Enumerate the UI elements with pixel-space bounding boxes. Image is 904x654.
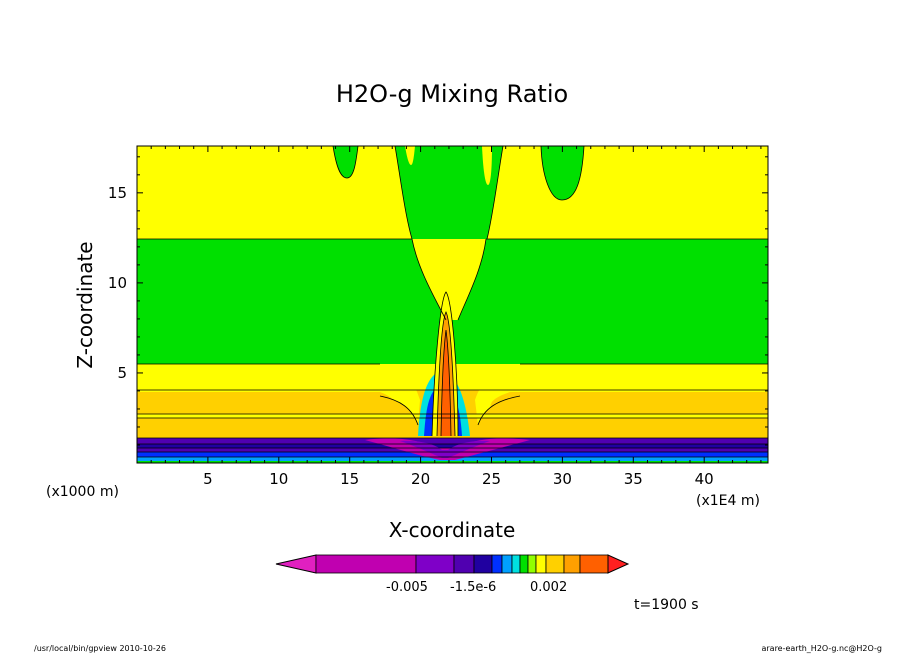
- plot-frame: [136, 145, 769, 464]
- colorbar-swatch: [579, 554, 609, 574]
- colorbar-swatch: [473, 554, 493, 574]
- chart-title: H2O-g Mixing Ratio: [336, 80, 568, 108]
- colorbar-swatch: [563, 554, 581, 574]
- colorbar-swatch: [545, 554, 565, 574]
- colorbar-swatch: [453, 554, 475, 574]
- x-tick-label: 40: [695, 470, 714, 488]
- x-tick-label: 15: [340, 470, 359, 488]
- contour-surface-deep: [400, 440, 490, 458]
- y-unit-label: (x1000 m): [46, 484, 119, 500]
- x-tick-label: 30: [553, 470, 572, 488]
- colorbar-swatch: [519, 554, 529, 574]
- colorbar-high-arrow: [607, 554, 630, 574]
- contour-green-column: [395, 146, 503, 239]
- tick-marks: [137, 146, 768, 463]
- contour-small-spike-right: [482, 146, 492, 185]
- y-tick-labels: 5 10 15: [108, 184, 127, 382]
- colorbar-label-0: -0.005: [386, 580, 428, 595]
- x-tick-label: 25: [482, 470, 501, 488]
- y-tick-label: 10: [108, 274, 127, 292]
- x-tick-labels: 5 10 15 20 25 30 35 40: [203, 470, 714, 488]
- x-tick-label: 10: [269, 470, 288, 488]
- footer-left: /usr/local/bin/gpview 2010-10-26: [34, 644, 166, 653]
- contour-small-spike-left: [405, 146, 415, 165]
- footer-right: arare-earth_H2O-g.nc@H2O-g: [761, 644, 882, 653]
- region-surface-navy: [137, 444, 768, 448]
- x-tick-label: 5: [203, 470, 213, 488]
- contour-right-plume: [541, 146, 584, 200]
- x-unit-label: (x1E4 m): [696, 493, 760, 509]
- colorbar-swatch: [501, 554, 513, 574]
- colorbar-label-2: 0.002: [530, 580, 567, 595]
- contour-left-lobe-orange: [137, 392, 397, 410]
- colorbar-swatch: [527, 554, 537, 574]
- time-annotation: t=1900 s: [634, 597, 699, 613]
- colorbar-labels: -0.005 -1.5e-6 0.002: [386, 580, 567, 595]
- colorbar: [275, 554, 630, 574]
- colorbar-swatch: [491, 554, 503, 574]
- colorbar-label-1: -1.5e-6: [450, 580, 496, 595]
- contour-yellow-funnel: [412, 239, 486, 320]
- y-tick-label: 15: [108, 184, 127, 202]
- colorbar-low-arrow: [275, 554, 317, 574]
- contour-right-lobe-orange: [490, 392, 768, 410]
- contour-core-dark-orange: [441, 330, 451, 436]
- x-axis-title: X-coordinate: [389, 518, 516, 542]
- x-tick-label: 20: [411, 470, 430, 488]
- y-tick-label: 5: [117, 364, 127, 382]
- y-axis-title: Z-coordinate: [73, 241, 97, 368]
- x-tick-label: 35: [624, 470, 643, 488]
- colorbar-swatch: [415, 554, 455, 574]
- colorbar-swatch: [535, 554, 547, 574]
- plot-area: [137, 146, 768, 463]
- colorbar-swatch: [511, 554, 521, 574]
- region-bottom-green: [137, 461, 768, 463]
- contour-lines: [137, 146, 768, 458]
- colorbar-swatch: [315, 554, 417, 574]
